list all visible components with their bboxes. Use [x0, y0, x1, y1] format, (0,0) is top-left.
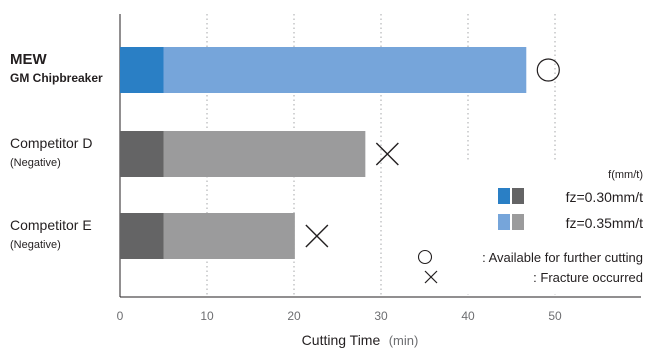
cross-stroke — [305, 224, 329, 248]
x-tick-label: 30 — [374, 309, 388, 323]
category-label: Competitor E — [10, 217, 92, 233]
cross-stroke — [424, 270, 438, 284]
legend: f(mm/t) fz=0.30mm/t fz=0.35mm/t : Availab… — [408, 162, 644, 294]
legend-label: fz=0.35mm/t — [566, 215, 644, 231]
bars-group — [120, 47, 527, 259]
x-tick-label: 10 — [200, 309, 214, 323]
category-label: MEW — [10, 51, 48, 68]
bar-segment-base — [120, 131, 164, 177]
legend-swatch — [498, 214, 510, 230]
x-tick-label: 20 — [287, 309, 301, 323]
x-axis-label: Cutting Time (min) — [302, 332, 419, 349]
x-tick-label: 50 — [548, 309, 562, 323]
result-markers — [305, 58, 560, 248]
x-axis-label-unit: (min) — [389, 333, 419, 348]
bar-segment-extension — [163, 47, 527, 93]
category-sublabel: GM Chipbreaker — [10, 71, 103, 85]
legend-swatch — [512, 188, 524, 204]
legend-items: fz=0.30mm/t fz=0.35mm/t — [498, 188, 643, 231]
category-sublabel: (Negative) — [10, 157, 61, 169]
legend-marker-label: : Fracture occurred — [533, 270, 643, 285]
cross-stroke — [375, 142, 399, 166]
category-label: Competitor D — [10, 135, 92, 151]
legend-title: f(mm/t) — [608, 169, 643, 181]
bar-segment-extension — [163, 213, 295, 259]
x-tick-labels: 0 10 20 30 40 50 — [117, 309, 562, 323]
bar-segment-extension — [163, 131, 366, 177]
legend-markers: : Available for further cutting : Fractur… — [417, 249, 643, 285]
legend-swatch — [512, 214, 524, 230]
x-axis-label-main: Cutting Time — [302, 332, 381, 348]
bar-segment-base — [120, 47, 164, 93]
cross-icon — [424, 270, 438, 284]
category-labels: MEW GM Chipbreaker Competitor D (Negative) C… — [10, 51, 103, 251]
x-tick-label: 40 — [461, 309, 475, 323]
x-tick-label: 0 — [117, 309, 124, 323]
result-cross-marker — [375, 142, 399, 166]
legend-label: fz=0.30mm/t — [566, 189, 644, 205]
result-circle-marker — [536, 58, 560, 82]
legend-marker-label: : Available for further cutting — [482, 250, 643, 265]
legend-background — [408, 162, 644, 294]
bar-segment-base — [120, 213, 164, 259]
category-sublabel: (Negative) — [10, 239, 61, 251]
legend-swatch — [498, 188, 510, 204]
circle-icon — [417, 249, 433, 265]
result-cross-marker — [305, 224, 329, 248]
